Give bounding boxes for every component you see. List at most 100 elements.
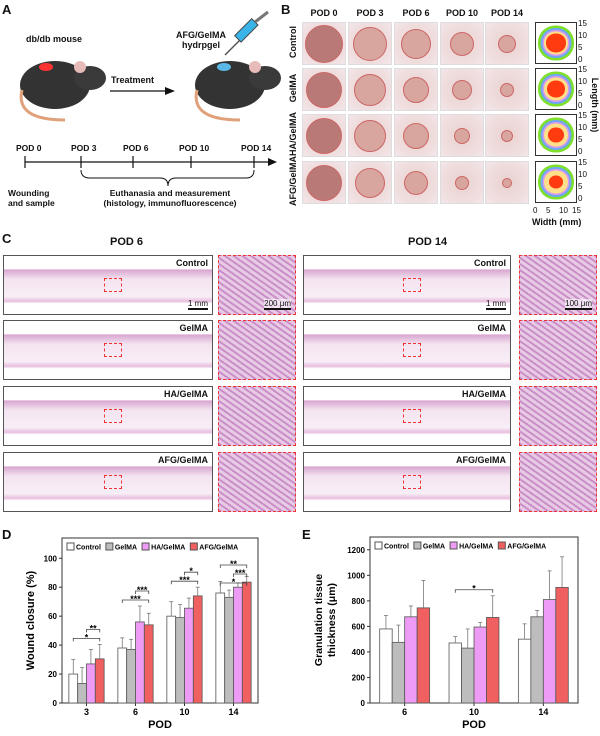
y-tick-label: 1200	[347, 546, 365, 555]
wound-closure-chart: 0 20 40 60 80 100 3 6 10 14 Control GelMA HA/GelMA AF…	[25, 537, 259, 731]
roi-box	[104, 343, 122, 357]
wound-area	[354, 119, 386, 152]
wounding-label-line-2: and sample	[8, 198, 55, 208]
roi-box	[403, 409, 421, 423]
roi-box	[403, 278, 421, 292]
bar	[391, 641, 406, 704]
legend-swatch	[141, 542, 150, 551]
timeline-pod3: POD 3	[71, 143, 97, 153]
inset-scale-bar: 100 μm	[565, 299, 592, 310]
row-label: Control	[288, 26, 298, 58]
group-label: Control	[176, 258, 208, 268]
legend-swatch	[189, 542, 198, 551]
x-tick: 10	[559, 206, 568, 215]
wound-photo	[485, 161, 529, 204]
roi-box	[403, 343, 421, 357]
legend-swatch	[413, 541, 422, 550]
wound-area	[450, 31, 474, 56]
treatment-arrow	[110, 87, 175, 95]
bar	[175, 617, 185, 704]
histology-image: HA/GelMA	[3, 386, 213, 446]
wound-area	[306, 117, 342, 154]
bar	[94, 658, 105, 704]
histology-image: AFG/GelMA	[3, 452, 213, 512]
significance-bracket	[184, 571, 199, 576]
significance-label: *	[85, 632, 89, 642]
bar	[379, 628, 393, 704]
x-tick: 0	[533, 206, 538, 215]
bar	[542, 599, 557, 704]
wound-area	[500, 82, 514, 97]
wound-area	[455, 175, 469, 190]
wound-photo	[302, 68, 346, 111]
legend-label: GelMA	[423, 544, 445, 551]
euthanasia-label: Euthanasia and measurement (histology, im…	[95, 188, 245, 208]
x-tick-label: 14	[228, 707, 238, 717]
wound-area	[454, 127, 470, 144]
roi-box	[104, 409, 122, 423]
wounding-label-line-1: Wounding	[8, 188, 50, 198]
significance-bracket	[72, 637, 101, 642]
y-tick-label: 40	[48, 641, 57, 650]
wound-photo	[348, 22, 392, 65]
zoom-inset	[218, 386, 296, 446]
significance-label: ***	[130, 594, 141, 604]
wound-area	[452, 79, 472, 100]
contour-layer	[547, 80, 565, 98]
bar	[241, 581, 252, 704]
wound-area	[306, 71, 342, 108]
x-axis-label: POD	[148, 719, 172, 731]
x-axis-label: Width (mm)	[532, 217, 582, 227]
panel-label-e: E	[302, 527, 311, 542]
significance-bracket	[170, 580, 199, 585]
legend-label: GelMA	[115, 545, 137, 552]
wound-photo	[394, 68, 438, 111]
hydrogel-label-line-2: hydrpgel	[181, 40, 220, 50]
euthanasia-label-line-2: (histology, immunofluorescence)	[103, 198, 237, 208]
x-tick: 15	[572, 206, 581, 215]
significance-label: ***	[179, 575, 190, 585]
wound-photo	[394, 22, 438, 65]
y-axis-label: Granulation tissue	[313, 574, 325, 666]
bar	[77, 683, 87, 704]
wound-photo	[348, 161, 392, 204]
wound-area	[501, 129, 513, 142]
x-tick-label: 14	[538, 707, 548, 717]
legend-swatch	[66, 542, 75, 551]
mouse-label: db/db mouse	[26, 34, 82, 44]
wound-area	[502, 177, 512, 188]
zoom-inset	[519, 386, 597, 446]
granulation-thickness-chart: 0 200 400 600 800 1000 1200 6 10 14 Control GelMA HA…	[313, 536, 579, 731]
wound-photo	[440, 22, 484, 65]
significance-label: **	[90, 623, 98, 633]
zoom-inset: 100 μm	[519, 255, 597, 315]
bar	[486, 617, 500, 704]
y-tick-label: 80	[48, 583, 57, 592]
y-axis-label: thickness (μm)	[326, 583, 338, 657]
group-label: HA/GelMA	[163, 389, 208, 399]
zoom-inset	[218, 320, 296, 380]
y-axis-label: Wound closure (%)	[25, 570, 37, 670]
contour-layer	[546, 33, 566, 53]
significance-bracket	[454, 589, 494, 593]
y-tick-label: 1000	[347, 571, 365, 580]
wound-photo	[440, 114, 484, 157]
significance-bracket	[121, 599, 150, 604]
bar	[448, 642, 462, 704]
wound-photo	[394, 161, 438, 204]
wound-photo	[485, 68, 529, 111]
wound-photo	[348, 68, 392, 111]
bar	[192, 595, 203, 704]
wound-contour-plot	[535, 114, 577, 156]
legend-label: Control	[76, 545, 101, 552]
histology-image: GelMA	[303, 320, 511, 380]
group-label: GelMA	[179, 323, 208, 333]
y-tick-label: 600	[352, 622, 366, 631]
legend-swatch	[105, 542, 114, 551]
timeline-pod0: POD 0	[16, 143, 42, 153]
wound-area	[401, 28, 431, 59]
group-label: Control	[474, 258, 506, 268]
hydrogel-label: AFG/GelMA hydrpgel	[166, 30, 236, 50]
bar	[126, 649, 136, 704]
bar	[215, 592, 226, 704]
